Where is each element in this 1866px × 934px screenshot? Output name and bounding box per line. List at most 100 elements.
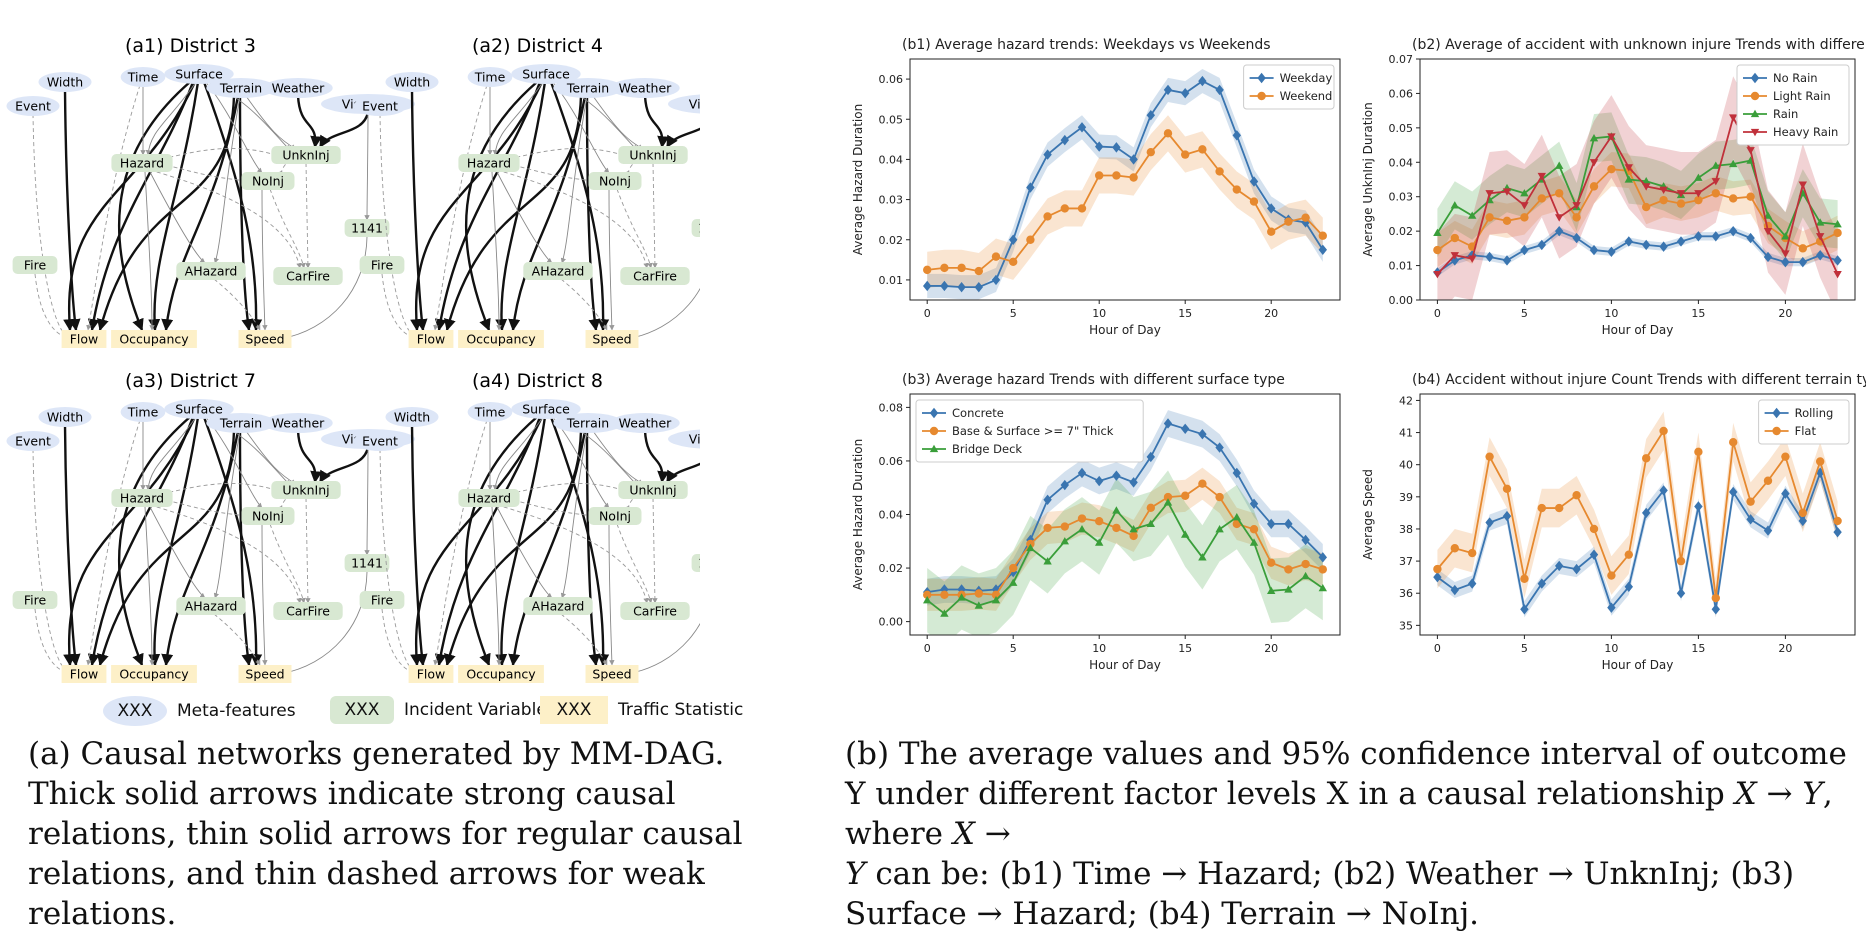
svg-text:NoInj: NoInj bbox=[252, 509, 284, 524]
data-point-marker bbox=[1781, 452, 1790, 461]
y-tick-label: 0.02 bbox=[879, 234, 904, 247]
node-fire: Fire bbox=[359, 591, 405, 609]
data-point-marker bbox=[1301, 571, 1310, 580]
y-tick-label: 0.06 bbox=[1389, 87, 1414, 100]
edge-surface-to-occupancy bbox=[148, 81, 200, 332]
edge-width-to-flow bbox=[410, 424, 428, 667]
edge-surface-to-flow bbox=[87, 416, 195, 667]
svg-text:Occupancy: Occupancy bbox=[466, 667, 536, 682]
data-point-marker bbox=[1257, 91, 1266, 101]
data-point-marker bbox=[1763, 525, 1773, 536]
edge-unkninj-to-carfire bbox=[652, 162, 658, 269]
node-visibility: Visibility bbox=[668, 94, 762, 114]
data-point-marker bbox=[1112, 171, 1121, 180]
svg-text:Surface: Surface bbox=[175, 67, 223, 82]
data-point-marker bbox=[1232, 467, 1241, 479]
data-point-marker bbox=[957, 263, 966, 273]
svg-text:Hazard: Hazard bbox=[120, 491, 164, 506]
edge-unkninj-to-carfire bbox=[305, 497, 311, 604]
data-point-marker bbox=[1746, 497, 1755, 506]
edge-hazard-to-occupancy bbox=[491, 506, 502, 666]
data-point-marker bbox=[1009, 578, 1018, 586]
data-point-marker bbox=[1589, 133, 1599, 142]
data-point-marker bbox=[1676, 190, 1686, 198]
edge-1141-to-speed bbox=[626, 571, 715, 676]
node-noinj: NoInj bbox=[588, 507, 642, 525]
chart-title: (b2) Average of accident with unknown in… bbox=[1412, 37, 1866, 53]
data-point-marker bbox=[1676, 588, 1686, 599]
dag-panel-2: (a2) District 4 1141 Width Event Time Surface… bbox=[353, 35, 762, 348]
data-point-marker bbox=[1746, 192, 1755, 201]
data-point-marker bbox=[1146, 503, 1155, 513]
data-point-marker bbox=[1450, 201, 1459, 209]
data-point-marker bbox=[1301, 213, 1310, 222]
node-flow: Flow bbox=[61, 665, 107, 683]
edge-surface-to-speed bbox=[549, 81, 610, 332]
data-point-marker bbox=[1659, 195, 1668, 205]
svg-text:Terrain: Terrain bbox=[219, 81, 262, 96]
legend-entry-concrete: Concrete bbox=[922, 406, 1004, 420]
svg-text:Speed: Speed bbox=[592, 667, 631, 682]
data-point-marker bbox=[1181, 150, 1190, 159]
node-speed: Speed bbox=[238, 665, 292, 683]
edge-surface-to-speed bbox=[202, 81, 263, 332]
data-point-marker bbox=[1468, 548, 1477, 558]
node-carfire: CarFire bbox=[273, 602, 343, 620]
data-point-marker bbox=[1572, 232, 1581, 244]
edge-terrain-to-speed bbox=[585, 430, 601, 667]
edge-surface-to-flow bbox=[410, 81, 544, 332]
svg-text:Flow: Flow bbox=[417, 332, 446, 347]
data-point-marker bbox=[1502, 510, 1512, 522]
node-speed: Speed bbox=[585, 665, 639, 683]
node-1141: 1141 bbox=[691, 219, 737, 237]
y-tick-label: 0.08 bbox=[879, 401, 904, 414]
data-point-marker bbox=[1198, 553, 1207, 561]
legend-label: Rolling bbox=[1795, 406, 1834, 420]
legend-meta-features: XXX Meta-features bbox=[103, 696, 296, 726]
data-point-marker bbox=[1468, 211, 1477, 219]
node-ahazard: AHazard bbox=[523, 597, 593, 615]
edge-visibility-to-unkninj bbox=[318, 446, 370, 484]
data-point-marker bbox=[1572, 213, 1581, 222]
data-point-marker bbox=[1642, 454, 1651, 463]
x-tick-label: 5 bbox=[1010, 642, 1017, 655]
caption-b-part3: can be: (b1) Time → Hazard; (b2) Weather… bbox=[845, 856, 1795, 932]
y-tick-label: 0.03 bbox=[879, 194, 904, 207]
chart-legend: Weekday Weekend bbox=[1243, 64, 1335, 110]
edge-ahazard-to-speed bbox=[560, 613, 608, 666]
data-point-marker bbox=[1485, 213, 1494, 222]
data-point-marker bbox=[1450, 233, 1459, 243]
data-point-marker bbox=[1589, 524, 1599, 534]
data-point-marker bbox=[1833, 516, 1842, 526]
svg-text:Weather: Weather bbox=[272, 416, 325, 431]
x-tick-label: 15 bbox=[1691, 307, 1705, 320]
node-terrain: Terrain bbox=[553, 413, 623, 433]
data-point-marker bbox=[1520, 213, 1529, 222]
y-tick-label: 35 bbox=[1399, 619, 1413, 632]
plot-area bbox=[923, 69, 1327, 300]
svg-text:AHazard: AHazard bbox=[185, 599, 238, 614]
legend-incident-variable: XXX Incident Variable bbox=[330, 696, 547, 724]
data-point-marker bbox=[1711, 178, 1720, 186]
data-point-marker bbox=[929, 407, 939, 419]
edge-hazard-to-carfire bbox=[149, 169, 302, 269]
data-point-marker bbox=[1763, 211, 1773, 219]
data-point-marker bbox=[1537, 172, 1546, 181]
caption-b-part2: , where bbox=[845, 776, 1833, 852]
edge-surface-to-occupancy bbox=[495, 416, 547, 667]
edge-visibility-to-unkninj bbox=[665, 446, 717, 484]
plot-frame bbox=[1419, 393, 1856, 636]
dag-panel-1: (a1) District 3 1141 Width Event Time Surface… bbox=[6, 35, 415, 348]
data-point-marker bbox=[991, 584, 1001, 595]
data-point-marker bbox=[1433, 564, 1442, 574]
x-axis-label: Hour of Day bbox=[1602, 323, 1674, 337]
svg-text:Event: Event bbox=[362, 99, 398, 114]
edge-surface-to-occupancy bbox=[495, 81, 547, 332]
edge-hazard-to-occupancy bbox=[144, 506, 155, 666]
node-time: Time bbox=[120, 402, 166, 422]
node-unkninj: UnknInj bbox=[618, 481, 688, 499]
data-point-marker bbox=[1026, 235, 1035, 244]
data-point-marker bbox=[1694, 501, 1703, 512]
edge-terrain-to-ahazard bbox=[560, 95, 588, 264]
y-tick-label: 0.06 bbox=[879, 73, 904, 86]
